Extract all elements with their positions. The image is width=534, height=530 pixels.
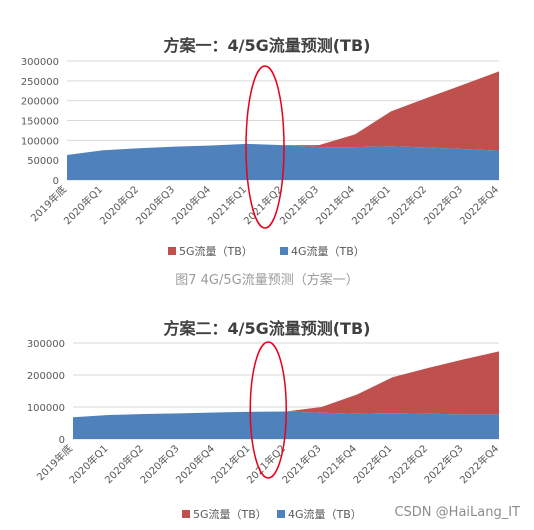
- legend-4g-label: 4G流量（TB）: [288, 507, 362, 521]
- legend-5g-label: 5G流量（TB）: [193, 507, 267, 521]
- chart2-title: 方案二：4/5G流量预测(TB): [163, 319, 371, 338]
- legend-4g-label: 4G流量（TB）: [291, 244, 365, 258]
- chart1: 0500001000001500002000002500003000002019…: [21, 57, 501, 258]
- watermark: CSDN @HaiLang_IT: [394, 505, 520, 520]
- annotation-ellipse: [249, 341, 287, 479]
- y-tick-label: 200000: [27, 371, 65, 382]
- series-5g-area: [67, 71, 499, 156]
- legend-4g-swatch: [277, 510, 285, 518]
- y-tick-label: 300000: [21, 57, 59, 68]
- chart1-title: 方案一：4/5G流量预测(TB): [163, 36, 371, 55]
- annotation-ellipse: [245, 65, 285, 229]
- legend-4g-swatch: [280, 247, 288, 255]
- series-5g-area: [73, 351, 499, 418]
- y-tick-label: 0: [59, 435, 65, 446]
- y-tick-label: 50000: [27, 156, 59, 167]
- y-tick-label: 0: [53, 176, 59, 187]
- y-tick-label: 100000: [21, 136, 59, 147]
- legend-5g-label: 5G流量（TB）: [179, 244, 253, 258]
- legend-5g-swatch: [168, 247, 176, 255]
- x-tick-label: 2022年Q4: [457, 442, 501, 486]
- y-tick-label: 150000: [21, 117, 59, 128]
- figure-caption: 图7 4G/5G流量预测（方案一）: [175, 273, 359, 288]
- y-tick-label: 300000: [27, 339, 65, 350]
- y-tick-label: 100000: [27, 403, 65, 414]
- y-tick-label: 250000: [21, 77, 59, 88]
- legend-5g-swatch: [182, 510, 190, 518]
- y-tick-label: 200000: [21, 97, 59, 108]
